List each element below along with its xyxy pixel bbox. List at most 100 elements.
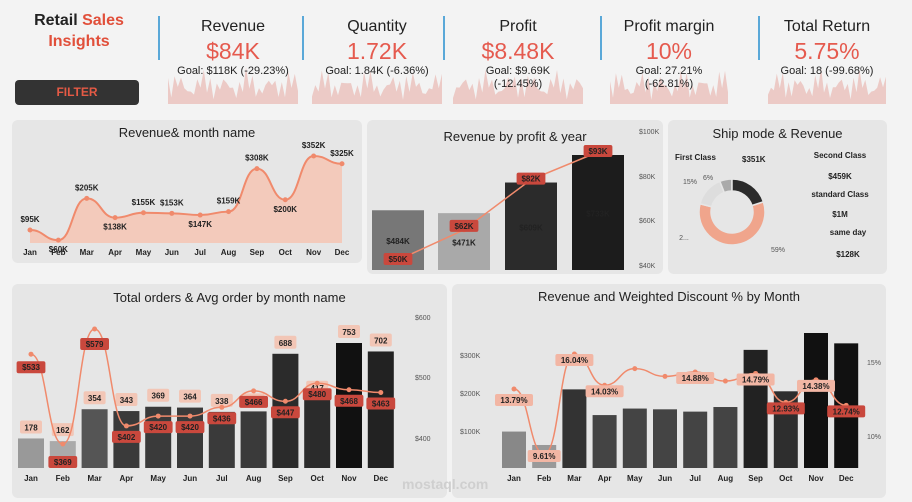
discount-data-label: 9.61% [533,452,556,461]
orders-data-label: 338 [215,397,229,406]
avg-order-point [123,423,129,429]
donut-slice [731,178,765,207]
revenue-point [27,227,33,233]
revenue-bar-label: $471K [452,239,476,248]
revenue-point [84,195,90,201]
donut-slice [698,200,766,246]
kpi-card: Total Return 5.75% Goal: 18 (-99.68%) [758,14,886,104]
sparkline-area [768,67,886,104]
avg-order-point [314,380,320,386]
y2-tick-label: $600 [415,315,431,322]
orders-bar [304,398,331,468]
slice-label: 15% [683,179,697,186]
discount-panel: Revenue and Weighted Discount % by Month… [452,284,886,498]
x-tick-label: Mar [80,248,94,257]
x-tick-label: Oct [779,474,793,483]
x-tick-label: Aug [718,474,734,483]
kpi-goal: Goal: 18 (-99.68%) [780,65,874,77]
orders-bar [18,438,44,468]
revenue-area [30,156,342,243]
avg-order-label: $579 [86,340,104,349]
revenue-bar [622,408,647,468]
kpi-sparkline [453,69,583,104]
profit-label: $62K [454,222,473,231]
revenue-bar-label: $484K [386,237,410,246]
orders-bar [81,409,108,468]
avg-order-point [251,388,257,394]
x-tick-label: Dec [373,474,388,483]
ship-legend-value: $459K [828,172,852,181]
orders-label-bg [338,325,360,338]
revenue-bar-label: $733K [586,210,610,219]
orders-data-label: 343 [120,396,134,405]
discount-label-bg [736,373,775,386]
profit-label: $82K [521,175,540,184]
avg-order-label: $420 [149,423,167,432]
avg-order-point [28,351,34,357]
revenue-data-label: $352K [302,141,326,150]
avg-order-point [219,404,225,410]
avg-order-label: $533 [22,363,40,372]
avg-order-label: $468 [340,397,358,406]
kpi-sparkline [768,67,886,104]
brand-word-3: Insights [48,33,110,50]
discount-point [662,373,668,379]
kpi-value: 1.72K [346,38,408,64]
y2-tick-label: 15% [867,360,881,367]
ship-legend-name: standard Class [811,190,869,199]
brand-word-2: Sales [82,12,124,29]
revenue-bar [804,333,828,468]
profit-label-bg [516,172,546,185]
orders-label-bg [83,391,106,405]
x-tick-label: Jun [165,248,179,257]
revenue-month-panel: Revenue& month name $95K Jan $60K Feb $205K M… [12,120,362,263]
x-tick-label: May [136,248,152,257]
x-tick-label: Feb [56,474,70,483]
orders-label-bg [274,335,297,349]
discount-data-label: 14.03% [591,387,618,396]
revenue-data-label: $325K [330,149,354,158]
kpi-card: Profit margin 10% Goal: 27.21% (-62.81%) [600,14,728,104]
avg-order-label: $402 [118,433,136,442]
orders-label-bg [147,388,170,402]
kpi-goal: Goal: $9.69K [485,65,551,77]
orders-bar [367,351,394,468]
profit-year-chart: $484K $471K $609K $733K $50K $62K $82K $93K $100… [372,129,660,270]
revenue-bar [683,411,708,468]
kpi-divider [443,16,445,60]
discount-label-bg [676,372,715,385]
avg-order-label-bg [366,397,396,410]
revenue-bar [653,409,677,468]
avg-order-label: $369 [54,458,72,467]
orders-label-bg [20,420,42,434]
discount-label-bg [797,379,835,392]
avg-order-label-bg [143,421,173,434]
avg-order-label: $466 [245,398,263,407]
kpi-divider [600,16,602,60]
revenue-point [55,237,61,243]
kpi-card: Profit $8.48K Goal: $9.69K (-12.45%) [443,14,583,104]
profit-line [397,151,599,261]
discount-data-label: 14.88% [682,374,709,383]
x-tick-label: May [627,474,643,483]
revenue-point [169,210,175,216]
profit-label: $93K [588,147,607,156]
x-tick-label: Dec [335,248,350,257]
ship-legend-value: $128K [836,250,860,259]
sparkline-area [610,70,728,104]
orders-data-label: 688 [279,339,293,348]
discount-label-bg [527,450,561,462]
avg-order-label-bg [112,430,141,443]
avg-order-label-bg [302,388,332,401]
orders-label-bg [210,393,233,407]
x-tick-label: Jun [658,474,672,483]
filter-button[interactable]: FILTER [15,80,139,105]
revenue-bar [572,155,624,270]
ship-mode-panel: Ship mode & Revenue 59% 15% 6% 2... First Cl… [668,120,887,274]
avg-order-point [92,326,98,332]
revenue-data-label: $308K [245,154,269,163]
x-tick-label: Nov [341,474,357,483]
chart-title: Ship mode & Revenue [712,126,843,141]
kpi-title: Profit margin [623,18,715,35]
kpi-sparkline [168,67,298,104]
